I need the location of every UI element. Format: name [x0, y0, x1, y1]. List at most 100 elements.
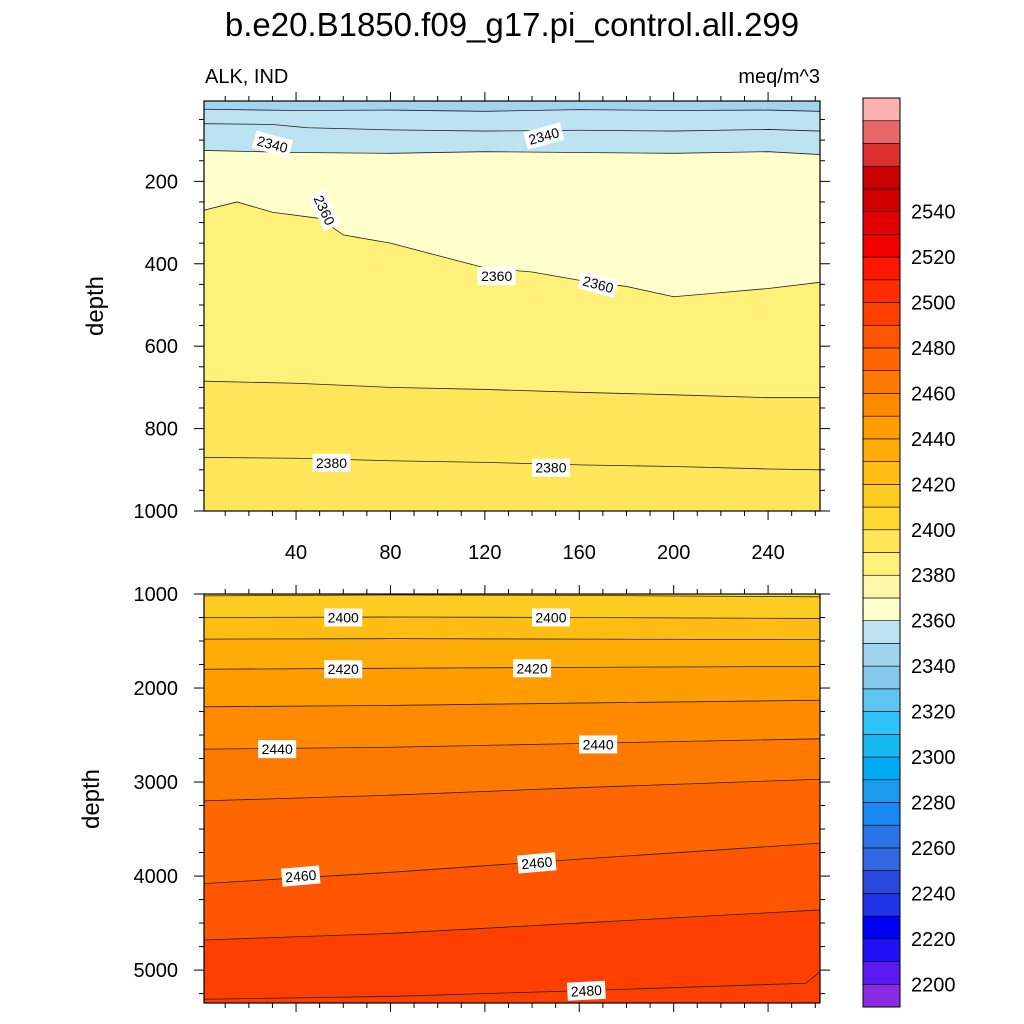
x-tick-label: 240: [751, 542, 784, 564]
contour-label: 2440: [258, 740, 297, 759]
colorbar-swatch: [862, 824, 901, 849]
contour-label: 2420: [513, 659, 552, 678]
colorbar-swatch: [862, 552, 901, 576]
contour-label: 2360: [477, 267, 516, 286]
colorbar-label: 2200: [911, 974, 956, 996]
colorbar-label: 2420: [911, 474, 956, 496]
colorbar-swatch: [862, 915, 901, 940]
colorbar-swatch: [862, 983, 901, 1008]
colorbar-swatch: [862, 484, 901, 508]
contour-line-2440: [204, 738, 820, 750]
svg-text:2340: 2340: [255, 133, 289, 157]
y-tick-label: 200: [145, 171, 178, 193]
svg-text:2440: 2440: [262, 741, 293, 757]
svg-text:2420: 2420: [328, 661, 359, 677]
units-label: meq/m^3: [738, 66, 820, 88]
colorbar-label: 2300: [911, 747, 956, 769]
contour-fill-bands: 2400 2400 2420 2420 2440 2440 2460 2460 2480: [204, 594, 820, 1003]
plot-frame: [203, 100, 821, 512]
svg-text:2460: 2460: [285, 867, 318, 886]
contour-label: 2460: [281, 865, 321, 887]
colorbar-swatch: [862, 256, 901, 281]
contour-line-2420: [204, 665, 820, 670]
contour-band: [204, 638, 820, 670]
svg-text:2360: 2360: [481, 268, 512, 284]
colorbar-swatch: [862, 97, 901, 122]
colorbar-swatch: [862, 597, 901, 621]
colorbar-swatch: [862, 870, 901, 894]
colorbar-swatch: [862, 188, 901, 212]
colorbar-swatch: [862, 643, 901, 667]
y-tick-label: 600: [145, 336, 178, 358]
contour-line-2460: [204, 778, 820, 802]
colorbar-label: 2400: [911, 520, 956, 542]
contour-label: 2440: [579, 735, 618, 754]
contour-label: 2340: [523, 122, 565, 150]
figure-title: b.e20.B1850.f09_g17.pi_control.all.299: [225, 6, 799, 43]
contour-label: 2340: [251, 130, 294, 158]
y-tick-label: 400: [145, 254, 178, 276]
colorbar-label: 2320: [911, 702, 956, 724]
colorbar-swatch: [862, 461, 901, 485]
colorbar-label: 2500: [911, 293, 956, 315]
contour-label: 2400: [531, 608, 570, 627]
colorbar-frame: [862, 97, 901, 1008]
colorbar-swatch: [862, 438, 901, 462]
colorbar-swatch: [862, 234, 901, 258]
colorbar-swatch: [862, 165, 901, 190]
contour-line-2380: [204, 380, 820, 399]
colorbar-swatch: [862, 143, 901, 167]
y-tick-label: 1000: [134, 501, 179, 523]
colorbar-label: 2280: [911, 792, 956, 814]
colorbar-swatch: [862, 324, 901, 349]
contour-label: 2380: [312, 453, 351, 472]
contour-band: [204, 616, 820, 640]
colorbar-label: 2360: [911, 611, 956, 633]
y-tick-label: 3000: [134, 772, 179, 794]
svg-text:2400: 2400: [328, 610, 359, 626]
colorbar-swatch: [862, 620, 901, 644]
colorbar-swatch: [862, 211, 901, 235]
contour-label: 2400: [324, 608, 363, 627]
colorbar-swatch: [862, 347, 901, 372]
colorbar-label: 2340: [911, 656, 956, 678]
contour-band: [204, 594, 820, 619]
colorbar-swatch: [862, 415, 901, 440]
colorbar-label: 2440: [911, 429, 956, 451]
colorbar-swatch: [862, 393, 901, 417]
contour-line-2340: [204, 108, 820, 112]
lower-y-axis-label: depth: [78, 769, 105, 829]
contour-label: 2380: [531, 458, 570, 477]
colorbar-label: 2260: [911, 838, 956, 860]
upper-y-axis-label: depth: [82, 276, 109, 336]
svg-text:2380: 2380: [316, 455, 347, 471]
colorbar-label: 2240: [911, 883, 956, 905]
x-tick-label: 120: [468, 542, 501, 564]
contour-band: [204, 666, 820, 708]
colorbar-swatch: [862, 938, 901, 962]
contour-label: 2360: [577, 270, 619, 298]
y-tick-label: 2000: [134, 678, 179, 700]
contour-label: 2460: [517, 852, 557, 874]
x-tick-label: 160: [563, 542, 596, 564]
contour-label: 2420: [324, 660, 363, 679]
colorbar-swatch: [862, 506, 901, 531]
colorbar-swatch: [862, 688, 901, 712]
x-tick-label: 80: [379, 542, 401, 564]
y-tick-label: 1000: [134, 584, 179, 606]
x-tick-label: 200: [657, 542, 690, 564]
y-tick-label: 5000: [134, 960, 179, 982]
colorbar-label: 2540: [911, 202, 956, 224]
colorbar-label: 2460: [911, 383, 956, 405]
svg-text:2440: 2440: [583, 736, 614, 752]
colorbar-swatch: [862, 302, 901, 326]
contour-line-2400: [204, 594, 820, 598]
y-tick-label: 4000: [134, 866, 179, 888]
colorbar-swatch: [862, 756, 901, 781]
colorbar-swatch: [862, 370, 901, 394]
colorbar-swatch: [862, 893, 901, 917]
contour-line-2440: [204, 699, 820, 708]
